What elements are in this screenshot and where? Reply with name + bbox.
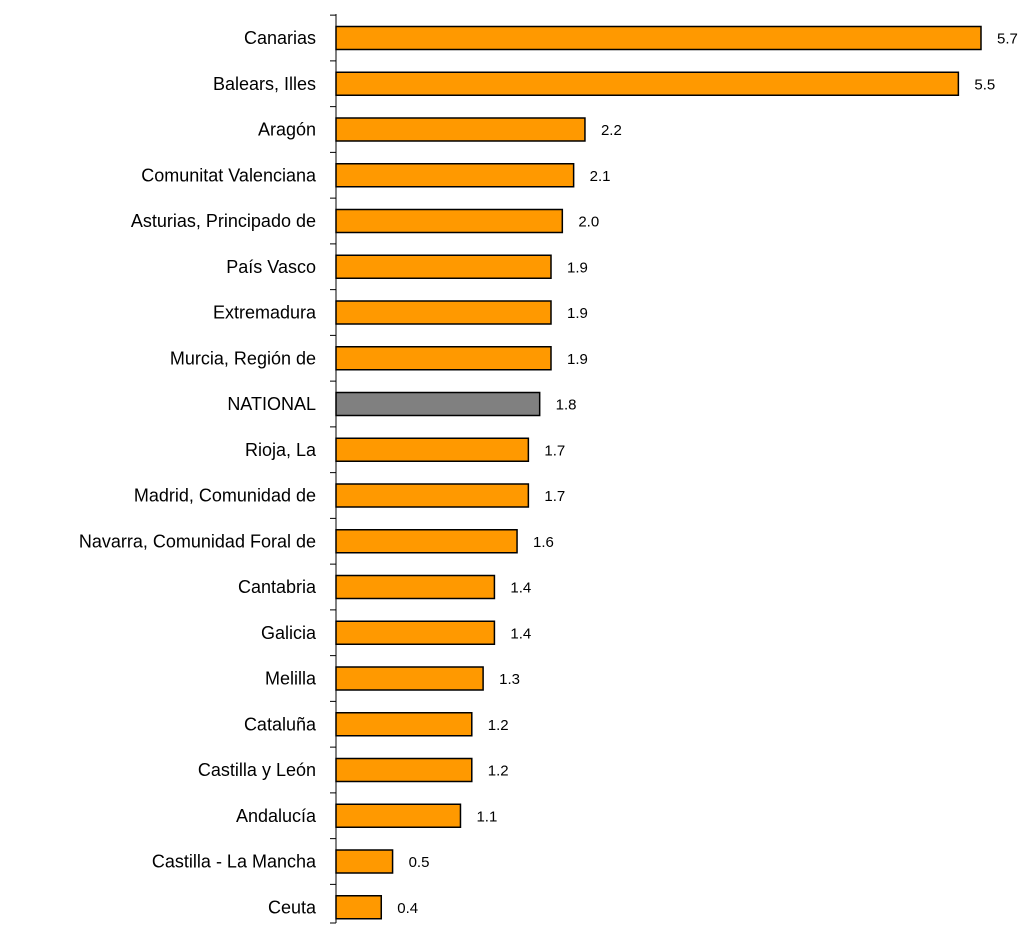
bar-16	[336, 759, 472, 782]
bar-4	[336, 210, 562, 233]
category-label-9: Rioja, La	[245, 440, 317, 460]
category-label-11: Navarra, Comunidad Foral de	[79, 531, 316, 551]
value-label-5: 1.9	[567, 259, 588, 276]
bar-7	[336, 347, 551, 370]
value-label-7: 1.9	[567, 351, 588, 368]
value-label-6: 1.9	[567, 305, 588, 322]
value-label-16: 1.2	[488, 763, 509, 780]
category-label-12: Cantabria	[238, 577, 317, 597]
value-label-8: 1.8	[556, 397, 577, 414]
category-label-2: Aragón	[258, 120, 316, 140]
value-label-14: 1.3	[499, 671, 520, 688]
value-label-10: 1.7	[544, 488, 565, 505]
category-label-4: Asturias, Principado de	[131, 211, 316, 231]
category-label-3: Comunitat Valenciana	[141, 165, 317, 185]
bar-15	[336, 713, 472, 736]
value-label-0: 5.7	[997, 31, 1018, 48]
bar-6	[336, 301, 551, 324]
value-label-3: 2.1	[590, 168, 611, 185]
category-label-10: Madrid, Comunidad de	[134, 486, 316, 506]
bar-2	[336, 118, 585, 141]
value-label-11: 1.6	[533, 534, 554, 551]
category-label-14: Melilla	[265, 669, 317, 689]
bar-13	[336, 621, 494, 644]
category-label-17: Andalucía	[236, 806, 317, 826]
chart-marks: Canarias 5.7 Balears, Illes 5.5 Aragón 2.2 Com…	[79, 14, 1018, 923]
value-label-2: 2.2	[601, 122, 622, 139]
category-label-18: Castilla - La Mancha	[152, 852, 317, 872]
bar-5	[336, 255, 551, 278]
value-label-1: 5.5	[974, 76, 995, 93]
category-label-1: Balears, Illes	[213, 74, 316, 94]
value-label-15: 1.2	[488, 717, 509, 734]
bar-9	[336, 438, 528, 461]
category-label-5: País Vasco	[226, 257, 316, 277]
category-label-0: Canarias	[244, 28, 316, 48]
category-label-6: Extremadura	[213, 303, 317, 323]
category-label-16: Castilla y León	[198, 760, 316, 780]
bar-12	[336, 576, 494, 599]
bar-18	[336, 850, 393, 873]
category-label-15: Cataluña	[244, 714, 317, 734]
bar-1	[336, 72, 958, 95]
category-label-7: Murcia, Región de	[170, 348, 316, 368]
bar-10	[336, 484, 528, 507]
bar-17	[336, 804, 460, 827]
bar-19	[336, 896, 381, 919]
bar-11	[336, 530, 517, 553]
value-label-19: 0.4	[397, 900, 418, 917]
bar-14	[336, 667, 483, 690]
value-label-9: 1.7	[544, 442, 565, 459]
value-label-18: 0.5	[409, 854, 430, 871]
category-label-19: Ceuta	[268, 897, 317, 917]
bar-3	[336, 164, 574, 187]
bar-8	[336, 393, 540, 416]
value-label-12: 1.4	[510, 580, 531, 597]
category-label-8: NATIONAL	[227, 394, 316, 414]
bar-0	[336, 27, 981, 50]
value-label-13: 1.4	[510, 625, 531, 642]
value-label-17: 1.1	[476, 808, 497, 825]
category-label-13: Galicia	[261, 623, 317, 643]
value-label-4: 2.0	[578, 214, 599, 231]
